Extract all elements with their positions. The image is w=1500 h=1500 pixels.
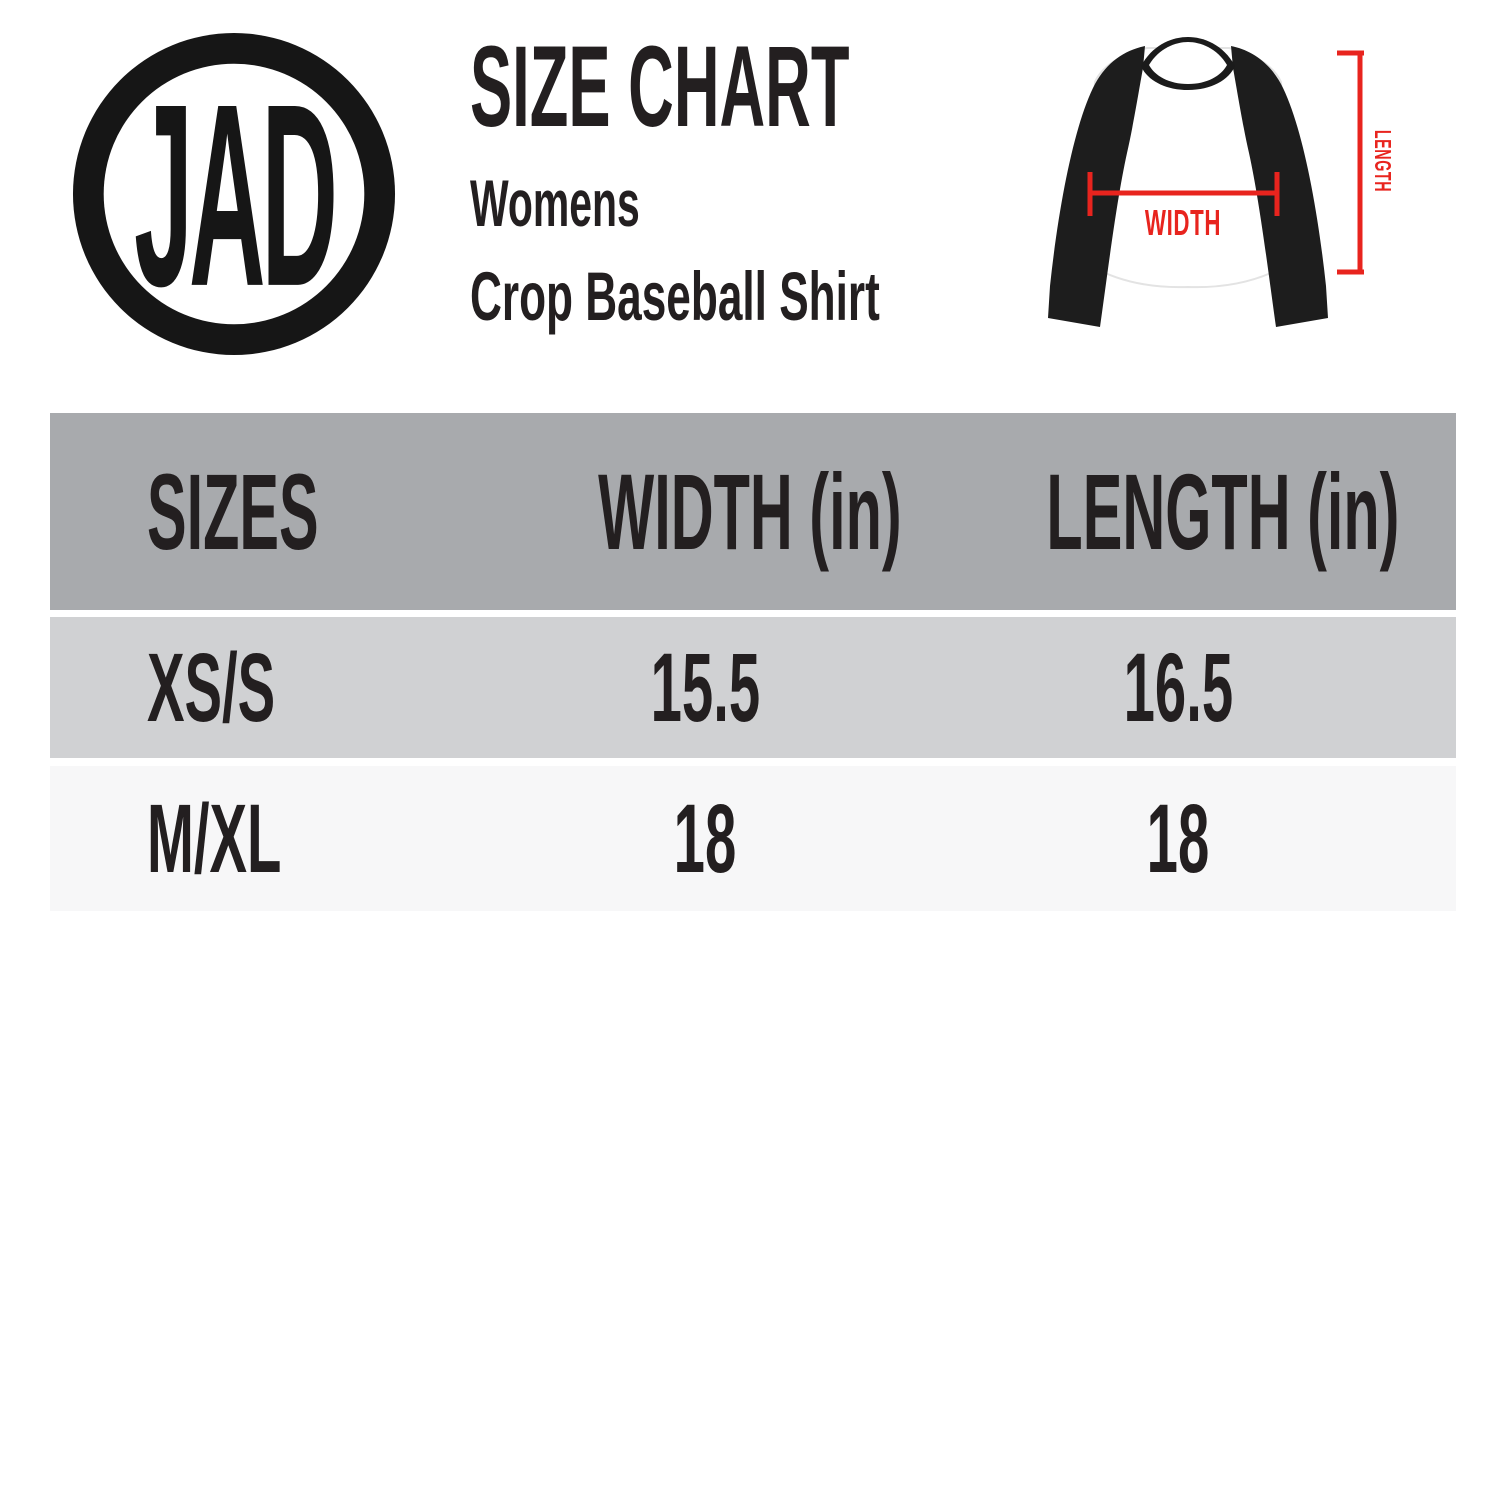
width-measure-arrow [1087,172,1280,216]
length-measure-label: LENGTH [1369,130,1394,192]
length-measure-arrow [1337,50,1364,275]
size-table: SIZES WIDTH (in) LENGTH (in) XS/S 15.5 1… [50,413,1456,911]
length-value-cell: 18 [1146,784,1210,893]
length-value-cell: 16.5 [1123,633,1233,742]
product-line-2: Crop Baseball Shirt [470,258,880,335]
column-header-sizes: SIZES [147,450,319,572]
size-cell: XS/S [147,633,276,742]
brand-logo: JAD [72,32,396,356]
table-row: XS/S 15.5 16.5 [50,617,1456,758]
width-measure-label: WIDTH [1145,204,1221,244]
table-header-row: SIZES WIDTH (in) LENGTH (in) [50,413,1456,610]
size-cell: M/XL [147,784,282,893]
page-title: SIZE CHART [470,23,850,151]
width-value-cell: 18 [673,784,737,893]
column-header-width: WIDTH (in) [598,450,902,572]
logo-monogram-text: JAD [134,50,334,341]
product-line-1: Womens [470,166,640,240]
shirt-measurement-diagram: WIDTH LENGTH [1048,37,1394,327]
column-header-length: LENGTH (in) [1046,450,1400,572]
shirt-left-sleeve [1048,46,1145,327]
width-value-cell: 15.5 [650,633,760,742]
table-row: M/XL 18 18 [50,766,1456,911]
